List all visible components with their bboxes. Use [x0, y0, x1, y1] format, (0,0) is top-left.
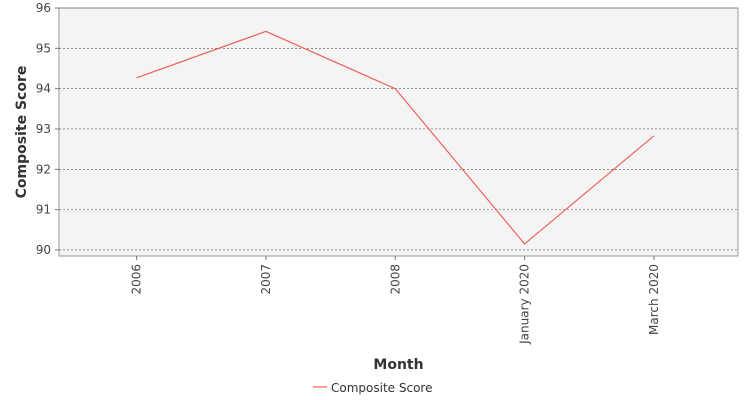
y-axis-ticks: 90 91 92 93 94 95 96	[36, 1, 59, 257]
x-tick-label: 2007	[259, 264, 273, 295]
y-tick-label: 96	[36, 1, 51, 15]
plot-area	[58, 7, 739, 257]
y-tick-label: 91	[36, 203, 51, 217]
x-tick-label: March 2020	[647, 264, 661, 335]
x-axis-title: Month	[373, 357, 423, 373]
x-axis-ticks: 2006 2007 2008 January 2020 March 2020	[130, 256, 661, 345]
x-tick-label: January 2020	[518, 264, 532, 345]
series-lines	[136, 30, 655, 245]
legend: Composite Score	[313, 381, 432, 395]
y-tick-label: 94	[36, 82, 51, 96]
y-tick-label: 95	[36, 41, 51, 55]
x-tick-label: 2006	[130, 264, 144, 295]
y-axis-title: Composite Score	[14, 66, 30, 199]
y-tick-label: 93	[36, 122, 51, 136]
grid-lines	[59, 7, 738, 251]
series-line	[136, 30, 655, 245]
y-tick-label: 90	[36, 243, 51, 257]
y-tick-label: 92	[36, 162, 51, 176]
x-tick-label: 2008	[388, 264, 402, 295]
legend-label: Composite Score	[331, 381, 432, 395]
